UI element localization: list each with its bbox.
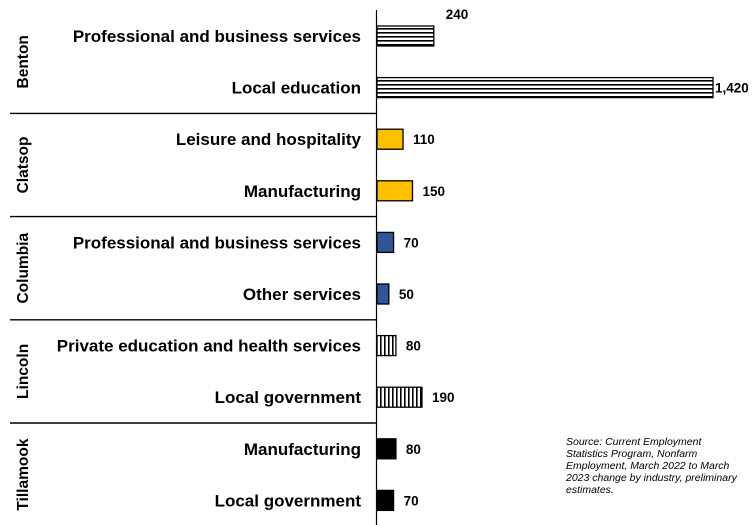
- value-label: 80: [406, 339, 421, 354]
- value-label: 190: [432, 390, 455, 405]
- group-label-lincoln: Lincoln: [15, 344, 32, 399]
- value-label: 1,420: [715, 81, 749, 96]
- category-label: Other services: [243, 285, 361, 304]
- category-label: Local government: [215, 388, 362, 407]
- bar-benton-1: [376, 25, 435, 47]
- group-label-benton: Benton: [15, 35, 32, 88]
- bar-clatsop-1: [376, 128, 404, 150]
- bar-lincoln-1: [376, 334, 397, 357]
- value-label: 150: [422, 184, 445, 199]
- source-note: Source: Current Employment Statistics Pr…: [566, 436, 737, 496]
- value-label: 110: [413, 132, 435, 147]
- value-label: 50: [399, 287, 414, 302]
- category-label: Manufacturing: [244, 440, 361, 459]
- category-label: Local government: [215, 491, 362, 510]
- bar-clatsop-2: [376, 180, 414, 202]
- value-label: 70: [404, 235, 419, 250]
- bar-lincoln-2: [376, 386, 423, 408]
- category-label: Manufacturing: [244, 182, 361, 201]
- group-label-columbia: Columbia: [15, 233, 32, 304]
- bar-columbia-1: [376, 231, 395, 254]
- value-label: 70: [404, 493, 419, 508]
- group-label-clatsop: Clatsop: [15, 137, 32, 194]
- value-label: 80: [406, 442, 421, 457]
- bar-columbia-2: [376, 283, 390, 305]
- category-label: Private education and health services: [57, 337, 361, 356]
- category-label: Local education: [232, 79, 361, 98]
- bar-benton-2: [376, 76, 714, 99]
- category-label: Professional and business services: [73, 27, 361, 46]
- group-label-tillamook: Tillamook: [15, 438, 32, 510]
- value-label: 240: [446, 7, 469, 22]
- bar-tillamook-2: [376, 489, 395, 512]
- bar-tillamook-1: [376, 438, 397, 460]
- category-label: Leisure and hospitality: [176, 130, 362, 149]
- category-label: Professional and business services: [73, 233, 361, 252]
